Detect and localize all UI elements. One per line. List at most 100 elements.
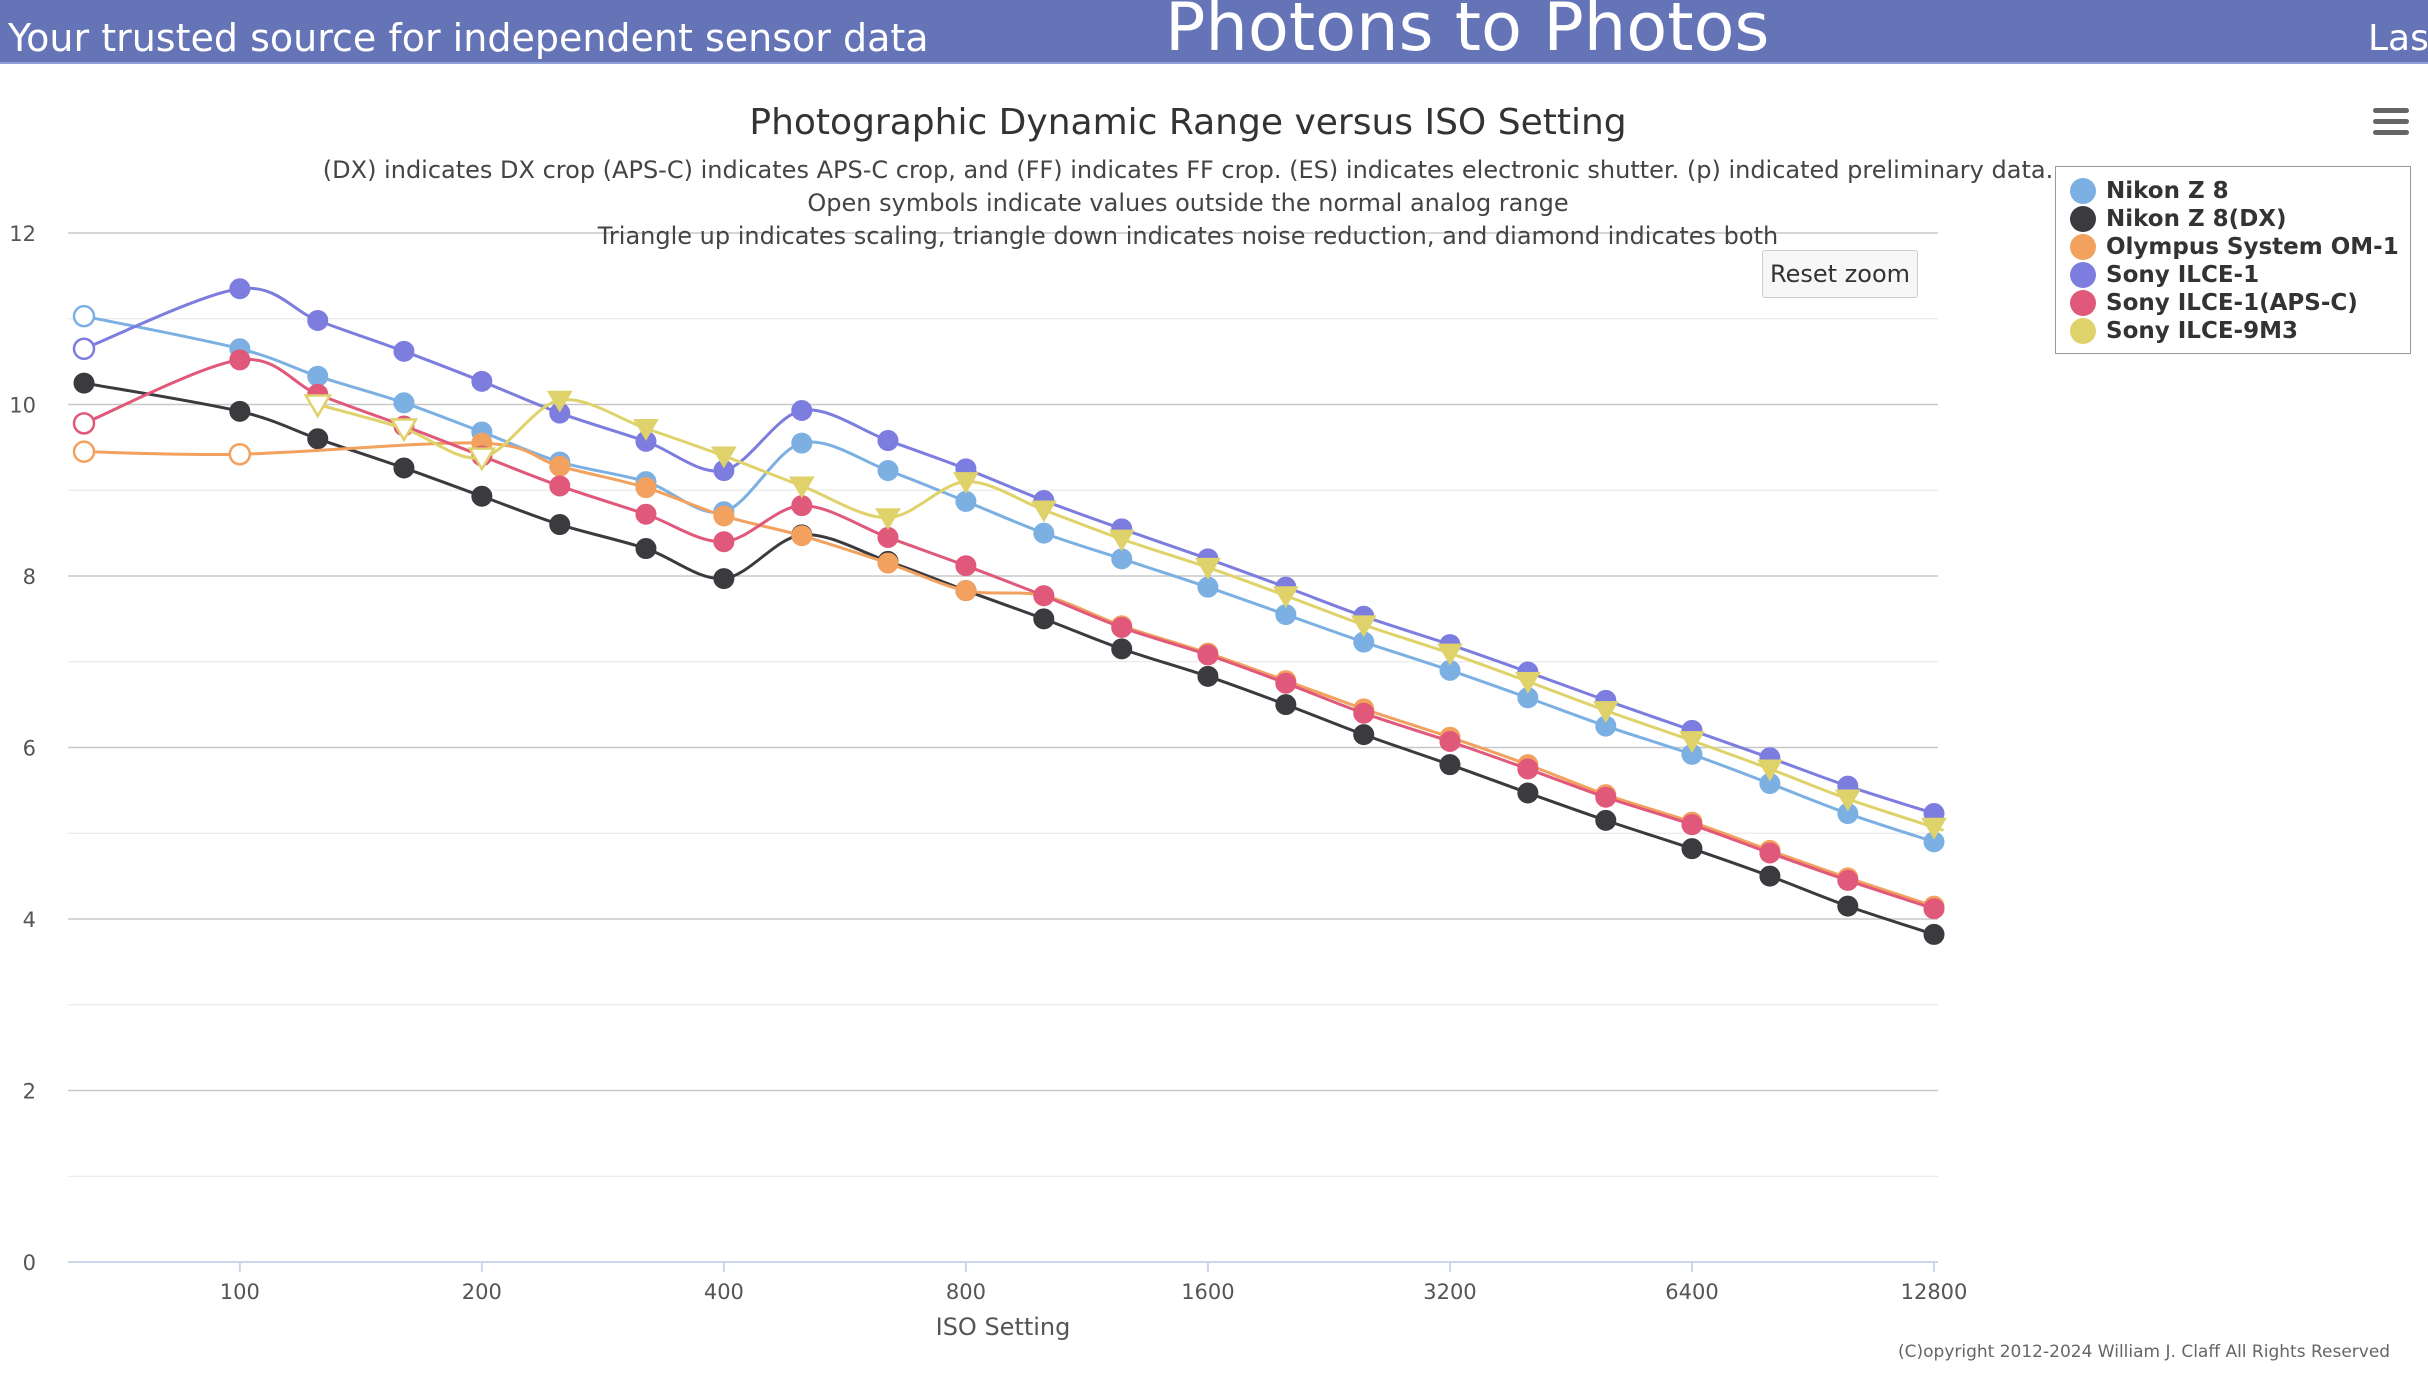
data-point-marker [1837,895,1859,917]
data-point-marker [1437,643,1463,666]
series-nikon-z-8-dx- [73,372,1945,945]
text-layer: Photographic Dynamic Range versus ISO Se… [323,102,2053,1341]
legend-label: Sony ILCE-9M3 [2106,318,2298,344]
legend-item[interactable]: Nikon Z 8 [2070,177,2410,205]
data-point-marker [471,370,493,392]
data-point-marker [1595,786,1617,808]
data-point-marker [877,460,899,482]
legend-label: Nikon Z 8 [2106,178,2229,204]
data-point-marker [307,365,329,387]
data-point-marker [713,505,735,527]
series-olympus-system-om-1 [72,432,1945,917]
legend-swatch-icon [2070,206,2096,232]
dynamic-range-chart: 0 2 4 6 8 10 12 100 200 400 800 1600 3200 6400 12800 P… [9,102,2053,1341]
data-point-marker [791,432,813,454]
series-nikon-z-8 [72,304,1945,853]
data-point-marker [549,455,571,477]
x-tick-label: 12800 [1901,1280,1968,1304]
data-point-marker [955,580,977,602]
legend-label: Nikon Z 8(DX) [2106,206,2287,232]
y-tick-label: 12 [9,222,36,246]
data-point-marker [73,372,95,394]
legend-item[interactable]: Olympus System OM-1 [2070,233,2410,261]
y-tick-label: 4 [23,908,36,932]
site-tagline: Your trusted source for independent sens… [8,16,929,60]
data-point-marker [1679,731,1705,754]
data-point-marker [1275,694,1297,716]
legend-label: Sony ILCE-1(APS-C) [2106,290,2358,316]
data-point-marker [393,340,415,362]
data-point-marker [1033,585,1055,607]
data-point-marker [549,475,571,497]
data-point-marker [1923,898,1945,920]
chart-title: Photographic Dynamic Range versus ISO Se… [749,102,1626,143]
data-point-marker [229,400,251,422]
data-point-marker [877,430,899,452]
data-point-marker [955,490,977,512]
last-updated-label: Last [2368,18,2428,59]
data-point-marker [1111,548,1133,570]
data-point-marker [228,442,252,466]
data-point-marker [393,457,415,479]
data-point-marker [1272,586,1299,609]
data-point-marker [877,526,899,548]
data-point-marker [633,419,659,441]
legend-item[interactable]: Sony ILCE-1 [2070,261,2410,289]
data-point-marker [307,428,329,450]
data-point-marker [229,278,251,300]
chart-menu-button[interactable] [2373,108,2409,140]
legend-item[interactable]: Sony ILCE-1(APS-C) [2070,289,2410,317]
data-point-marker [953,472,979,495]
data-point-marker [1197,644,1219,666]
legend-item[interactable]: Nikon Z 8(DX) [2070,205,2410,233]
site-banner: Your trusted source for independent sens… [0,0,2428,64]
data-point-marker [1111,616,1133,638]
series-line [83,357,1944,913]
data-point-marker [229,349,251,371]
data-point-marker [1595,809,1617,831]
legend-swatch-icon [2070,262,2096,288]
x-tick-label: 400 [704,1280,744,1304]
series-line [83,286,1944,818]
data-point-marker [1834,789,1861,812]
legend-swatch-icon [2070,178,2096,204]
data-point-marker [1030,500,1057,523]
data-point-marker [1517,758,1539,780]
legend-item[interactable]: Sony ILCE-9M3 [2070,317,2410,345]
series-sony-ilce-1-aps-c- [72,349,1945,920]
legend-swatch-icon [2070,234,2096,260]
data-point-marker [1033,522,1055,544]
data-point-marker [549,514,571,536]
data-point-marker [1197,665,1219,687]
data-point-marker [711,446,737,469]
data-point-marker [393,392,415,414]
series-layer [72,278,1947,945]
x-tick-label: 3200 [1423,1280,1476,1304]
data-point-marker [1514,671,1541,694]
y-tick-label: 0 [23,1251,36,1275]
data-point-marker [877,552,899,574]
series-sony-ilce-9m3 [303,390,1947,840]
series-sony-ilce-1 [72,278,1945,825]
data-point-marker [1033,608,1055,630]
reset-zoom-button[interactable]: Reset zoom [1762,250,1918,298]
data-point-marker [1921,817,1947,840]
data-point-marker [1197,576,1219,598]
data-point-marker [1759,865,1781,887]
y-tick-label: 2 [23,1080,36,1104]
data-point-marker [1759,842,1781,864]
site-title[interactable]: Photons to Photos [1165,0,1770,64]
data-point-marker [1275,672,1297,694]
data-point-marker [788,476,815,499]
legend-label: Olympus System OM-1 [2106,234,2399,260]
data-point-marker [635,503,657,525]
series-line [83,381,1944,939]
data-point-marker [1592,701,1619,724]
y-tick-label: 10 [9,394,36,418]
series-line [83,314,1944,847]
data-point-marker [791,495,813,517]
legend-swatch-icon [2070,290,2096,316]
data-point-marker [955,555,977,577]
data-point-marker [1681,814,1703,836]
data-point-marker [1108,529,1135,552]
